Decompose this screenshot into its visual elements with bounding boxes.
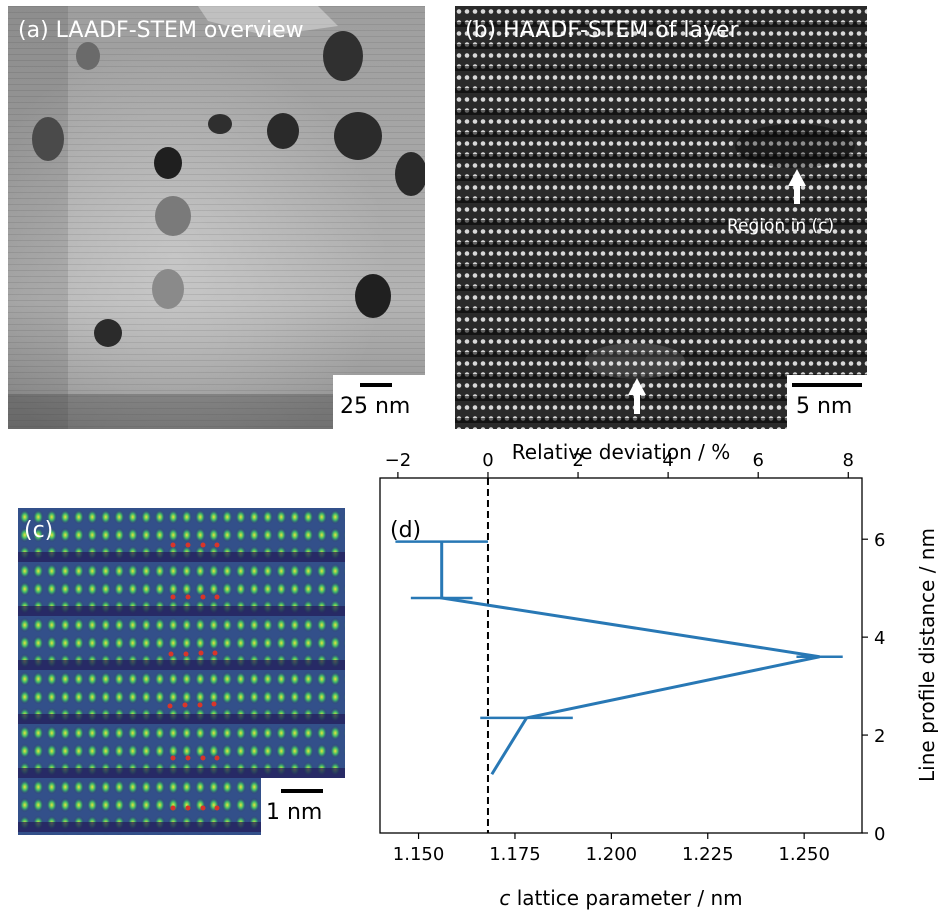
scalebar-c-label: 1 nm [266, 800, 323, 825]
x-axis-label-rest: lattice parameter / nm [510, 886, 742, 910]
x2-tick-label: 2 [572, 450, 583, 471]
scalebar-c-line [281, 789, 323, 793]
scalebar-a-line [360, 383, 392, 387]
region-annotation: Region in (c) [727, 216, 835, 236]
scalebar-a-label: 25 nm [340, 394, 411, 419]
scalebar-b: 5 nm [787, 375, 867, 429]
x-tick-label: 1.200 [586, 844, 638, 865]
haadf-stem-image: (b) HAADF-STEM of layer Region in (c) 5 … [455, 6, 867, 429]
y-tick-label: 6 [874, 530, 885, 551]
scalebar-c: 1 nm [261, 778, 345, 835]
x2-tick-label: 0 [482, 450, 493, 471]
panel-a-label: (a) LAADF-STEM overview [18, 18, 304, 43]
x-axis-label: c lattice parameter / nm [499, 886, 742, 910]
atom-markers [167, 542, 220, 811]
y-tick-label: 2 [874, 726, 885, 747]
haadf-lattice [455, 6, 867, 429]
y-tick-label: 4 [874, 628, 885, 649]
x-tick-label: 1.225 [682, 844, 734, 865]
x2-tick-label: 4 [662, 450, 673, 471]
scalebar-b-line [792, 383, 862, 387]
chart-ticks: 1.150 1.175 1.200 1.225 1.250 −2 0 2 4 6 8 0 2 4 6 [385, 450, 886, 865]
panel-c-label: (c) [24, 518, 54, 543]
x-tick-label: 1.175 [489, 844, 541, 865]
chart-axes [379, 477, 863, 834]
panel-b-label: (b) HAADF-STEM of layer [465, 18, 739, 43]
x2-tick-label: −2 [385, 450, 412, 471]
x-tick-label: 1.250 [778, 844, 830, 865]
laadf-stem-image: (a) LAADF-STEM overview 25 nm [8, 6, 425, 429]
plot-frame [379, 477, 863, 834]
filtered-lattice-image: (c) 1 nm [18, 508, 345, 835]
x2-tick-label: 6 [752, 450, 763, 471]
y-tick-label: 0 [874, 824, 885, 845]
x-tick-label: 1.150 [393, 844, 445, 865]
panel-d-label: (d) [390, 518, 421, 543]
chart-marks [395, 478, 843, 833]
x-axis-label-italic: c [499, 886, 510, 910]
series-line [440, 541, 820, 776]
y-axis-label: Line profile distance / nm [915, 528, 938, 782]
top-axis-label: Relative deviation / % [512, 440, 730, 464]
scalebar-b-label: 5 nm [796, 394, 853, 419]
x2-tick-label: 8 [843, 450, 854, 471]
scalebar-a: 25 nm [333, 375, 425, 429]
